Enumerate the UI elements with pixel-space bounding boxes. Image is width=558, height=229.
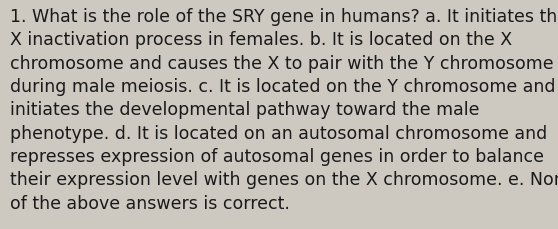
Text: 1. What is the role of the SRY gene in humans? a. It initiates the
X inactivatio: 1. What is the role of the SRY gene in h… xyxy=(10,8,558,212)
